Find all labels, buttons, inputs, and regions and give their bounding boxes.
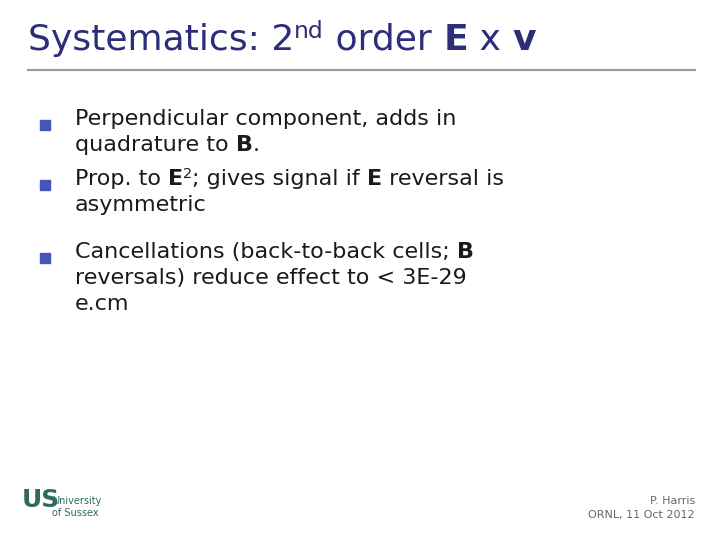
Text: .: .	[253, 135, 260, 155]
Text: Perpendicular component, adds in: Perpendicular component, adds in	[75, 109, 456, 129]
Text: of Sussex: of Sussex	[52, 508, 99, 518]
Text: Cancellations (back-to-back cells;: Cancellations (back-to-back cells;	[75, 242, 457, 262]
Text: reversal is: reversal is	[382, 169, 505, 189]
Text: ORNL, 11 Oct 2012: ORNL, 11 Oct 2012	[588, 510, 695, 520]
Text: B: B	[235, 135, 253, 155]
Text: E: E	[367, 169, 382, 189]
Text: ; gives signal if: ; gives signal if	[192, 169, 367, 189]
Text: B: B	[457, 242, 474, 262]
Text: reversals) reduce effect to < 3E-29: reversals) reduce effect to < 3E-29	[75, 268, 467, 288]
Text: quadrature to: quadrature to	[75, 135, 235, 155]
Text: E: E	[444, 23, 468, 57]
Text: P. Harris: P. Harris	[649, 496, 695, 506]
Text: E: E	[168, 169, 184, 189]
Text: asymmetric: asymmetric	[75, 195, 207, 215]
Text: University: University	[52, 496, 102, 506]
Text: US: US	[22, 488, 60, 512]
Text: order: order	[324, 23, 444, 57]
Text: e.cm: e.cm	[75, 294, 130, 314]
Text: v: v	[513, 23, 536, 57]
Text: Systematics: 2: Systematics: 2	[28, 23, 294, 57]
Text: nd: nd	[294, 21, 324, 43]
Text: 2: 2	[184, 167, 192, 181]
Text: x: x	[468, 23, 513, 57]
Text: Prop. to: Prop. to	[75, 169, 168, 189]
